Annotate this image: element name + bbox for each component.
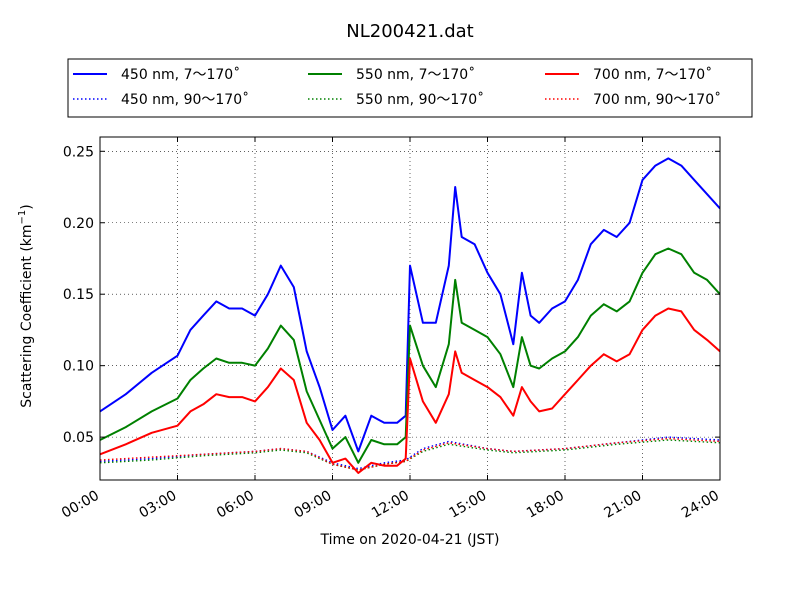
y-tick-labels: 0.05 0.10 0.15 0.20 0.25 bbox=[63, 144, 94, 446]
x-tick-label: 09:00 bbox=[292, 488, 335, 522]
x-tick-label: 03:00 bbox=[137, 488, 180, 522]
y-tick-label: 0.05 bbox=[63, 430, 94, 446]
series-group bbox=[100, 157, 720, 474]
chart-title: NL200421.dat bbox=[346, 21, 473, 42]
chart-legend: 450 nm, 7～170˚ 550 nm, 7～170˚ 700 nm, 7～17… bbox=[67, 58, 753, 118]
y-axis-label-superscript: −1 bbox=[17, 210, 28, 225]
x-tick-label: 06:00 bbox=[214, 488, 257, 522]
x-tick-label: 21:00 bbox=[602, 488, 645, 522]
legend-label-3: 700 nm, 7～170˚ bbox=[593, 66, 712, 83]
plot-area bbox=[100, 137, 720, 480]
x-tick-label: 18:00 bbox=[524, 488, 567, 522]
legend-box bbox=[67, 58, 753, 118]
y-axis-label-prefix: Scattering Coefficient (km bbox=[19, 224, 35, 407]
x-tick-labels: 00:00 03:00 06:00 09:00 12:00 15:00 18:00 21:00… bbox=[59, 488, 722, 522]
series-line-2 bbox=[100, 247, 720, 464]
axis-ticks bbox=[99, 137, 721, 480]
y-tick-label: 0.10 bbox=[63, 359, 94, 375]
y-axis-label: Scattering Coefficient (km−1) bbox=[17, 204, 35, 408]
legend-label-1: 450 nm, 7～170˚ bbox=[121, 66, 240, 83]
x-tick-label: 12:00 bbox=[369, 488, 412, 522]
y-tick-label: 0.25 bbox=[63, 144, 94, 160]
grid-lines bbox=[99, 137, 721, 480]
y-tick-label: 0.15 bbox=[63, 287, 94, 303]
legend-label-6: 700 nm, 90～170˚ bbox=[593, 91, 721, 108]
legend-label-4: 450 nm, 90～170˚ bbox=[121, 91, 249, 108]
legend-label-5: 550 nm, 90～170˚ bbox=[356, 91, 484, 108]
y-tick-label: 0.20 bbox=[63, 216, 94, 232]
series-line-1 bbox=[100, 157, 720, 453]
x-tick-label: 00:00 bbox=[59, 488, 102, 522]
y-axis-label-suffix: ) bbox=[19, 204, 35, 209]
x-tick-label: 24:00 bbox=[679, 488, 722, 522]
x-axis-label: Time on 2020-04-21 (JST) bbox=[320, 532, 500, 548]
series-line-3 bbox=[100, 307, 720, 474]
x-tick-label: 15:00 bbox=[447, 488, 490, 522]
legend-label-2: 550 nm, 7～170˚ bbox=[356, 66, 475, 83]
